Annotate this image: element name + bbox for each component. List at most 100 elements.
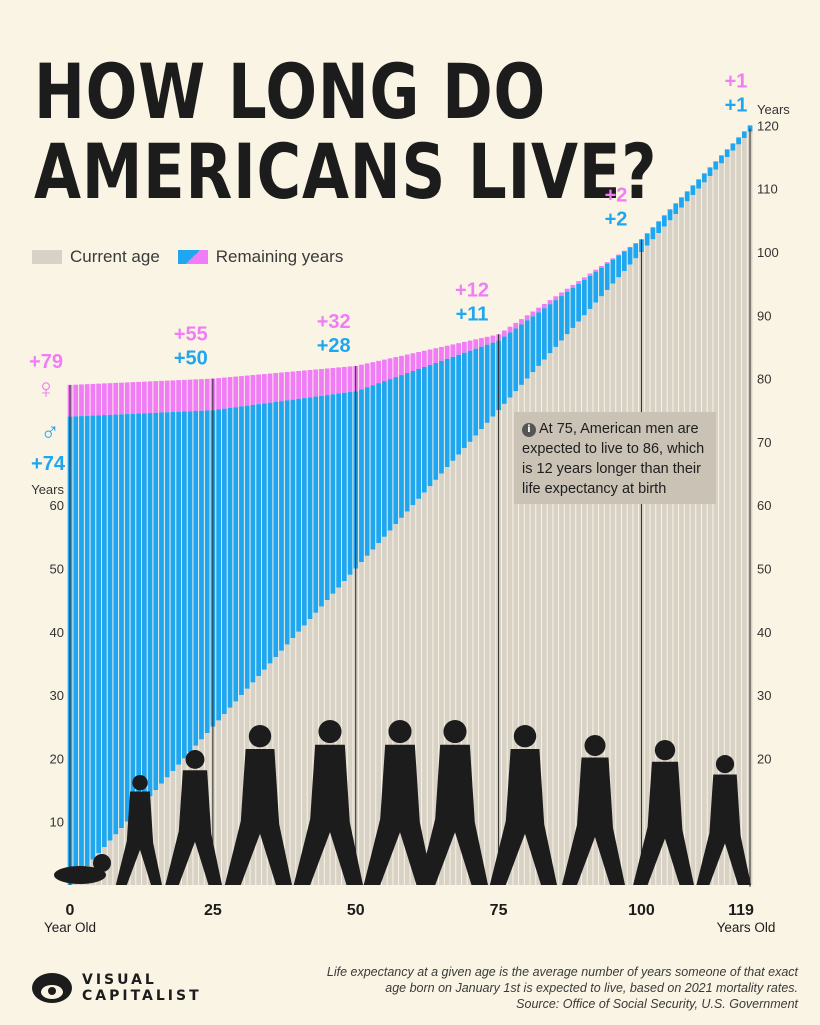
- female-remaining-bar: [296, 371, 302, 399]
- male-remaining-bar: [450, 356, 456, 461]
- male-remaining-bar: [393, 377, 399, 525]
- person-silhouette-icon: [363, 744, 433, 885]
- female-remaining-bar: [181, 379, 187, 412]
- male-remaining-bar: [507, 332, 513, 398]
- current-age-bar: [416, 498, 422, 885]
- female-remaining-bar: [467, 340, 473, 351]
- male-remaining-bar: [661, 215, 667, 227]
- female-remaining-bar: [536, 307, 542, 313]
- male-remaining-bar: [227, 407, 233, 708]
- current-age-bar: [376, 543, 382, 885]
- female-remaining-bar: [370, 362, 376, 386]
- right-y-tick-label: 60: [757, 498, 771, 513]
- person-silhouette-icon: [418, 744, 488, 885]
- male-remaining-bar: [501, 336, 507, 404]
- female-remaining-label: +1: [725, 70, 748, 92]
- female-remaining-bar: [319, 368, 324, 396]
- current-age-bar: [439, 473, 444, 885]
- male-remaining-bar: [124, 414, 130, 822]
- male-remaining-bar: [690, 185, 696, 196]
- current-age-bar: [233, 701, 239, 885]
- baby-silhouette-icon: [54, 866, 106, 884]
- male-remaining-bar: [719, 155, 724, 164]
- right-axis-label: Years: [757, 102, 790, 117]
- male-remaining-bar: [650, 227, 656, 240]
- legend-label-remaining-years: Remaining years: [215, 247, 344, 266]
- male-remaining-bar: [153, 412, 159, 791]
- person-head-icon: [443, 720, 467, 744]
- male-remaining-bar: [136, 413, 142, 810]
- person-head-icon: [248, 725, 272, 748]
- male-remaining-bar: [490, 342, 496, 417]
- current-age-bar: [170, 771, 176, 885]
- male-remaining-bar: [610, 259, 616, 284]
- left-y-tick-label: 30: [50, 688, 64, 703]
- female-remaining-bar: [524, 315, 530, 321]
- current-age-bar: [456, 454, 462, 885]
- male-remaining-bar: [273, 401, 279, 658]
- current-age-bar: [616, 277, 622, 885]
- right-y-tick-label: 70: [757, 435, 771, 450]
- current-age-bar: [284, 644, 290, 885]
- current-age-bar: [524, 378, 530, 885]
- male-remaining-bar: [576, 283, 582, 322]
- male-remaining-bar: [581, 279, 587, 316]
- current-age-bar: [279, 650, 284, 885]
- current-age-bar: [221, 714, 227, 885]
- left-y-tick-label: 20: [50, 751, 64, 766]
- female-remaining-bar: [124, 382, 130, 415]
- female-remaining-bar: [507, 326, 513, 333]
- current-age-bar: [633, 258, 639, 886]
- male-remaining-bar: [736, 137, 742, 145]
- male-remaining-label: +2: [605, 208, 628, 230]
- current-age-bar: [530, 372, 536, 885]
- male-remaining-bar: [261, 403, 267, 670]
- current-age-bar: [627, 264, 633, 885]
- female-remaining-bar: [141, 381, 147, 414]
- male-remaining-bar: [250, 404, 256, 683]
- male-remaining-bar: [170, 412, 176, 772]
- female-remaining-bar: [273, 373, 279, 402]
- male-remaining-bar: [467, 350, 473, 442]
- female-remaining-bar: [216, 378, 222, 410]
- female-remaining-label: +2: [605, 184, 628, 206]
- female-remaining-bar: [427, 349, 433, 365]
- female-remaining-bar: [570, 284, 576, 288]
- male-remaining-bar: [330, 394, 336, 594]
- current-age-bar: [490, 416, 496, 885]
- current-age-bar: [153, 790, 159, 885]
- male-remaining-bar: [559, 296, 564, 341]
- male-remaining-bar: [679, 197, 684, 208]
- current-age-bar: [736, 144, 742, 885]
- female-remaining-bar: [501, 330, 507, 337]
- current-age-bar: [564, 334, 570, 885]
- female-remaining-bar: [387, 358, 393, 380]
- male-remaining-bar: [296, 398, 302, 632]
- right-y-tick-label: 80: [757, 372, 771, 387]
- female-remaining-label: +55: [174, 324, 208, 346]
- male-remaining-bar: [627, 247, 633, 265]
- current-age-bar: [679, 207, 684, 885]
- male-remaining-bar: [696, 179, 702, 189]
- female-remaining-bar: [519, 319, 524, 325]
- current-age-bar: [610, 283, 616, 885]
- logo-mark-icon: [32, 973, 72, 1003]
- male-remaining-bar: [484, 344, 490, 423]
- current-age-bar: [239, 695, 244, 885]
- current-age-bar: [513, 391, 519, 885]
- female-remaining-bar: [119, 382, 124, 415]
- male-remaining-bar: [96, 415, 102, 854]
- current-age-bar: [227, 707, 233, 885]
- female-remaining-bar: [627, 246, 633, 248]
- male-remaining-bar: [530, 316, 536, 373]
- male-remaining-bar: [336, 393, 342, 588]
- female-remaining-bar: [159, 380, 164, 413]
- title-line-1: HOW LONG DO: [34, 47, 546, 136]
- male-remaining-bar: [656, 221, 662, 234]
- right-y-tick-label: 120: [757, 118, 779, 133]
- female-remaining-bar: [541, 303, 547, 309]
- female-remaining-bar: [553, 296, 559, 301]
- person-head-icon: [513, 725, 537, 748]
- annotation-box: i At 75, American men are expected to liv…: [514, 412, 716, 504]
- person-silhouette-icon: [224, 749, 292, 885]
